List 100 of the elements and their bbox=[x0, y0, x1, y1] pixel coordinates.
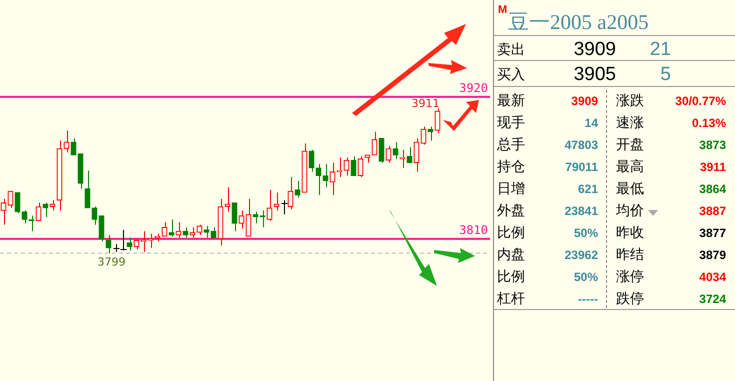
text: 涨停 bbox=[616, 268, 644, 286]
text: 最低 bbox=[616, 180, 644, 198]
candlestick bbox=[8, 190, 14, 208]
candlestick bbox=[378, 138, 384, 164]
candlestick bbox=[372, 131, 378, 156]
candlestick bbox=[316, 164, 322, 196]
candlestick bbox=[182, 226, 188, 238]
candlestick bbox=[113, 244, 120, 252]
candlestick bbox=[148, 233, 154, 248]
text: 23841 bbox=[564, 204, 598, 218]
candlestick bbox=[126, 237, 132, 252]
candlestick bbox=[386, 145, 392, 164]
text: 比例 bbox=[497, 224, 525, 242]
candlestick bbox=[64, 130, 70, 153]
candlestick bbox=[434, 108, 440, 134]
candlestick bbox=[330, 162, 336, 196]
text: 3911 bbox=[700, 160, 726, 174]
candlestick bbox=[42, 202, 48, 218]
text: 23962 bbox=[564, 248, 598, 262]
candlestick bbox=[294, 180, 300, 198]
candlestick bbox=[281, 200, 288, 215]
annotation: 3799 bbox=[98, 256, 126, 268]
text: 3905 bbox=[574, 64, 616, 86]
text: 4034 bbox=[699, 270, 726, 284]
text: 涨跌 bbox=[616, 92, 644, 110]
candlestick bbox=[190, 226, 196, 238]
text: 比例 bbox=[497, 268, 525, 286]
candlestick bbox=[50, 200, 56, 212]
candlestick bbox=[246, 198, 252, 237]
candlestick bbox=[392, 142, 398, 160]
text: 跌停 bbox=[616, 290, 644, 308]
text: 昨结 bbox=[616, 246, 644, 264]
candlestick bbox=[204, 226, 210, 238]
text: 3879 bbox=[699, 248, 726, 262]
text: 3877 bbox=[699, 226, 726, 240]
candlestick bbox=[162, 222, 168, 237]
candlestick bbox=[84, 170, 90, 208]
candlestick bbox=[92, 206, 98, 226]
text: 内盘 bbox=[497, 246, 525, 264]
candlestick bbox=[420, 126, 426, 146]
candlestick bbox=[14, 192, 20, 214]
text: 开盘 bbox=[616, 136, 644, 154]
text: 速涨 bbox=[616, 114, 644, 132]
candlestick bbox=[176, 222, 182, 238]
text: 卖出 bbox=[497, 41, 525, 59]
candlestick bbox=[238, 210, 244, 230]
text: 3724 bbox=[699, 292, 726, 306]
ref-line-label: 3920 bbox=[459, 80, 488, 95]
candlestick bbox=[358, 156, 364, 178]
candlestick bbox=[196, 224, 202, 236]
text: 21 bbox=[650, 39, 671, 61]
text: 持仓 bbox=[497, 158, 525, 176]
text: 3864 bbox=[699, 182, 726, 196]
text: 5 bbox=[660, 64, 671, 86]
candlestick bbox=[120, 229, 127, 252]
text: 50% bbox=[574, 226, 598, 240]
text: 最高 bbox=[616, 158, 644, 176]
text: 现手 bbox=[497, 114, 525, 132]
ref-line-label: 3810 bbox=[459, 223, 488, 238]
text: 最新 bbox=[497, 92, 525, 110]
text: 日增 bbox=[497, 180, 525, 198]
candlestick bbox=[322, 164, 328, 188]
text: 14 bbox=[584, 116, 598, 130]
text: M bbox=[498, 4, 508, 16]
candlestick bbox=[134, 238, 140, 250]
annotation: 3911 bbox=[412, 96, 440, 110]
candlestick bbox=[288, 176, 294, 210]
candlestick bbox=[252, 211, 258, 224]
text: 买入 bbox=[497, 66, 525, 84]
text: 50% bbox=[574, 270, 598, 284]
text: 3887 bbox=[699, 204, 726, 218]
text: 昨收 bbox=[616, 224, 644, 242]
candlestick bbox=[350, 156, 356, 176]
candlestick bbox=[106, 234, 112, 254]
text: 总手 bbox=[497, 136, 525, 154]
candlestick bbox=[36, 202, 42, 222]
text: 30/0.77% bbox=[675, 94, 726, 108]
text: 3873 bbox=[699, 138, 726, 152]
candlestick bbox=[224, 186, 230, 212]
text: 79011 bbox=[565, 160, 598, 174]
candlestick bbox=[344, 157, 350, 176]
candlestick bbox=[98, 215, 104, 242]
text: 0.13% bbox=[692, 116, 726, 130]
text: 外盘 bbox=[497, 202, 525, 220]
candlestick bbox=[210, 226, 216, 238]
candlestick bbox=[168, 219, 174, 237]
candlestick bbox=[70, 138, 76, 156]
text: 杠杆 bbox=[497, 290, 525, 308]
text: ----- bbox=[578, 292, 598, 306]
text: 豆一2005 a2005 bbox=[508, 9, 649, 36]
text: 3909 bbox=[574, 39, 616, 61]
candlestick bbox=[266, 189, 272, 222]
candlestick bbox=[414, 138, 420, 172]
candlestick bbox=[406, 146, 412, 164]
candlestick bbox=[232, 202, 238, 232]
text: 3909 bbox=[571, 94, 598, 108]
candlestick bbox=[308, 149, 314, 172]
text: 47803 bbox=[564, 138, 598, 152]
candlestick bbox=[274, 192, 280, 212]
text: 621 bbox=[578, 182, 598, 196]
